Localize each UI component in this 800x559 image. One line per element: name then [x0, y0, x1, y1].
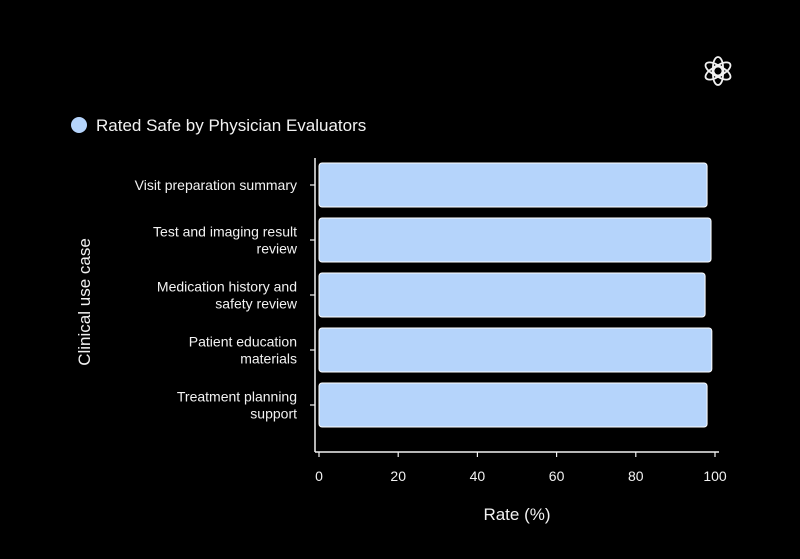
legend-swatch	[71, 117, 87, 133]
x-tick-label: 20	[390, 468, 406, 484]
category-labels: Visit preparation summary Test and imagin…	[135, 177, 315, 422]
x-tick-label: 100	[703, 468, 727, 484]
bars	[318, 162, 713, 428]
x-tick-label: 80	[628, 468, 644, 484]
x-tick-label: 60	[549, 468, 565, 484]
bar	[318, 327, 713, 373]
axes	[314, 158, 719, 453]
x-tick-label: 40	[470, 468, 486, 484]
x-axis-label: Rate (%)	[483, 505, 550, 524]
bar	[318, 217, 712, 263]
x-tick-labels: 0 20 40 60 80 100	[315, 452, 727, 484]
category-label: safety review	[215, 296, 298, 312]
legend-label: Rated Safe by Physician Evaluators	[96, 116, 366, 135]
category-label: Patient education	[189, 334, 297, 350]
category-label: materials	[240, 351, 297, 367]
openai-logo-icon	[704, 56, 732, 86]
y-axis-label: Clinical use case	[75, 238, 94, 366]
bar	[318, 272, 706, 318]
category-label: Treatment planning	[177, 389, 297, 405]
category-label: Test and imaging result	[153, 224, 297, 240]
bar	[318, 162, 708, 208]
category-label: Medication history and	[157, 279, 297, 295]
category-label: Visit preparation summary	[135, 177, 297, 193]
x-tick-label: 0	[315, 468, 323, 484]
category-label: review	[257, 241, 298, 257]
category-label: support	[250, 406, 297, 422]
bar	[318, 382, 708, 428]
